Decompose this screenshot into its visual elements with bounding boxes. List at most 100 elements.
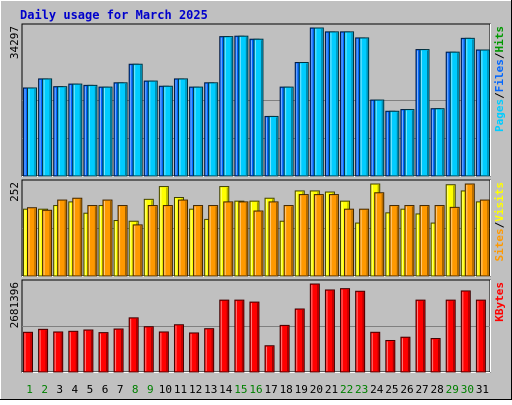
legend-kbytes: KBytes xyxy=(493,282,506,322)
panel-hits-scale-label: 34297 xyxy=(8,26,21,59)
bar-sites-fill xyxy=(298,194,309,277)
bar-sites-day-5 xyxy=(87,205,98,277)
bar-kbytes-day-23 xyxy=(355,290,366,373)
panel-visits-scale-label: 252 xyxy=(8,182,21,202)
bar-sites-fill xyxy=(344,208,355,277)
bar-kbytes-fill xyxy=(173,324,184,373)
bar-pages-day-5 xyxy=(87,84,98,177)
bar-kbytes-day-6 xyxy=(98,332,109,373)
bar-kbytes-fill xyxy=(23,331,33,373)
bar-sites-day-11 xyxy=(177,199,188,277)
bar-pages-day-9 xyxy=(147,80,158,177)
bar-pages-day-24 xyxy=(374,99,385,177)
day-label-13: 13 xyxy=(204,383,217,396)
bar-kbytes-day-21 xyxy=(324,289,335,373)
bar-pages-fill xyxy=(132,63,143,177)
day-label-9: 9 xyxy=(147,383,154,396)
bar-pages-fill xyxy=(42,78,53,177)
bar-kbytes-day-4 xyxy=(68,330,79,373)
legend-hits: Pages/Files/Hits xyxy=(493,26,506,132)
bar-sites-day-22 xyxy=(344,208,355,277)
bar-sites-day-25 xyxy=(389,205,400,277)
bar-kbytes-fill xyxy=(143,326,154,373)
bar-kbytes-fill xyxy=(113,328,124,373)
bar-pages-day-19 xyxy=(298,62,309,177)
bar-pages-day-10 xyxy=(162,85,173,177)
bar-sites-day-9 xyxy=(147,205,158,277)
bar-kbytes-day-10 xyxy=(158,331,169,373)
bar-sites-fill xyxy=(132,224,143,277)
bar-kbytes-fill xyxy=(340,288,351,373)
bar-sites-fill xyxy=(374,192,385,277)
bar-kbytes-fill xyxy=(128,317,139,373)
day-label-26: 26 xyxy=(400,383,413,396)
bar-pages-day-4 xyxy=(72,83,83,177)
bar-pages-fill xyxy=(464,37,475,177)
day-label-1: 1 xyxy=(26,383,33,396)
bar-pages-fill xyxy=(102,86,113,177)
bar-sites-day-12 xyxy=(193,205,204,277)
bar-pages-fill xyxy=(238,35,249,177)
bar-pages-day-29 xyxy=(449,51,460,177)
bar-kbytes-fill xyxy=(430,338,441,373)
bar-kbytes-fill xyxy=(68,330,79,373)
bar-pages-day-3 xyxy=(57,86,68,177)
bar-pages-day-11 xyxy=(177,78,188,177)
day-label-20: 20 xyxy=(310,383,323,396)
legend-separator: / xyxy=(493,52,506,59)
bar-kbytes-fill xyxy=(264,345,275,373)
bar-kbytes-day-26 xyxy=(400,336,411,373)
panel-hits: 34297 xyxy=(8,23,491,177)
bar-pages-fill xyxy=(193,86,204,177)
day-label-18: 18 xyxy=(280,383,293,396)
bar-kbytes-fill xyxy=(324,289,335,373)
bar-sites-fill xyxy=(479,199,490,277)
bar-sites-day-30 xyxy=(464,183,475,277)
bar-kbytes-day-15 xyxy=(234,299,245,373)
bar-pages-fill xyxy=(374,99,385,177)
bar-pages-fill xyxy=(72,83,83,177)
bar-kbytes-day-13 xyxy=(204,328,215,373)
bar-sites-day-8 xyxy=(132,224,143,277)
bar-kbytes-day-9 xyxy=(143,326,154,373)
bar-sites-fill xyxy=(389,205,400,277)
day-label-29: 29 xyxy=(446,383,459,396)
bar-sites-day-21 xyxy=(328,194,339,277)
bar-pages-day-14 xyxy=(223,36,234,177)
bar-sites-fill xyxy=(72,197,83,277)
bar-kbytes-fill xyxy=(475,299,486,373)
bar-sites-day-3 xyxy=(57,199,68,277)
bar-kbytes-fill xyxy=(249,301,260,373)
bar-pages-day-31 xyxy=(479,49,490,177)
bar-sites-day-4 xyxy=(72,197,83,277)
chart-title: Daily usage for March 2025 xyxy=(20,8,208,22)
day-label-3: 3 xyxy=(56,383,63,396)
bar-kbytes-fill xyxy=(385,339,396,373)
bar-pages-day-6 xyxy=(102,86,113,177)
bar-kbytes-fill xyxy=(53,331,64,373)
bar-sites-day-1 xyxy=(27,207,37,277)
bar-pages-fill xyxy=(328,31,339,177)
legend-separator: / xyxy=(493,92,506,99)
bar-pages-fill xyxy=(147,80,158,177)
bar-sites-fill xyxy=(193,205,204,277)
legend-sites: Sites xyxy=(493,228,506,261)
bar-pages-day-1 xyxy=(27,87,37,177)
day-label-24: 24 xyxy=(370,383,384,396)
bar-kbytes-fill xyxy=(234,299,245,373)
day-label-19: 19 xyxy=(295,383,308,396)
legend-visits: Visits xyxy=(493,182,506,222)
bar-kbytes-day-12 xyxy=(189,332,200,373)
bar-kbytes-day-5 xyxy=(83,329,94,373)
bar-pages-fill xyxy=(359,37,370,177)
day-label-23: 23 xyxy=(355,383,368,396)
bar-pages-day-16 xyxy=(253,38,264,177)
bar-sites-day-27 xyxy=(419,205,430,277)
day-label-7: 7 xyxy=(117,383,124,396)
bar-pages-fill xyxy=(162,85,173,177)
bar-kbytes-day-11 xyxy=(173,324,184,373)
bar-pages-fill xyxy=(117,82,128,177)
bar-pages-day-2 xyxy=(42,78,53,177)
bar-pages-day-22 xyxy=(344,31,355,177)
